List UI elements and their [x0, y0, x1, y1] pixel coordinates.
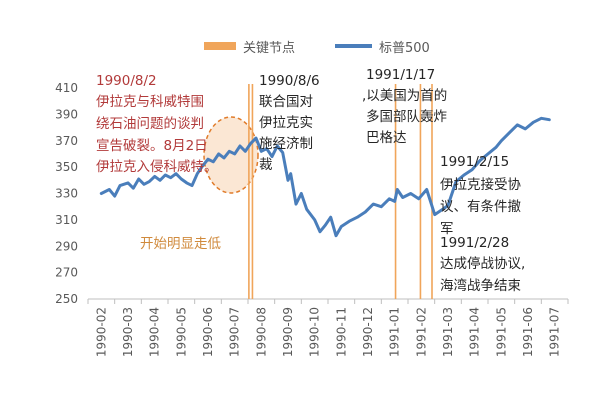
annotation-3-line-4: 巴格达	[366, 130, 407, 146]
x-tick-label: 1991-04	[468, 307, 482, 357]
legend-key-node-swatch	[204, 42, 236, 50]
y-tick-label: 270	[55, 266, 78, 280]
annotation-withdrawal: 1991/2/15 伊拉克接受协 议、有条件撤 军	[440, 154, 521, 237]
x-tick-label: 1990-09	[281, 307, 295, 357]
legend-key-node-label: 关键节点	[243, 41, 295, 56]
annotation-1-line-3: 宣告破裂。8月2日	[96, 138, 208, 154]
y-tick-label: 410	[55, 81, 78, 95]
annotation-4-line-3: 议、有条件撤	[440, 198, 521, 215]
x-tick-label: 1991-01	[388, 307, 402, 357]
x-tick-label: 1990-08	[254, 307, 268, 357]
y-tick-label: 290	[55, 239, 78, 253]
x-tick-label: 1990-02	[94, 307, 108, 357]
annotation-2-line-2: 联合国对	[259, 94, 313, 110]
y-tick-label: 370	[55, 134, 78, 148]
y-axis: 250 270 290 310 330 350 370 390 410	[55, 81, 78, 306]
annotation-3-line-2: ,以美国为首的	[362, 88, 447, 104]
annotation-1-line-1: 伊拉克与科威特围	[96, 94, 204, 110]
annotation-3-line-1: 1991/1/17	[366, 67, 435, 83]
y-tick-label: 310	[55, 213, 78, 227]
x-tick-label: 1990-05	[174, 307, 188, 357]
x-tick-label: 1991-05	[494, 307, 508, 357]
annotation-bombing: 1991/1/17 ,以美国为首的 多国部队轰炸 巴格达	[362, 67, 447, 146]
series-sp500	[99, 116, 551, 238]
annotation-5-line-1: 1991/2/28	[440, 235, 509, 251]
annotation-4-line-2: 伊拉克接受协	[440, 176, 521, 193]
annotation-decline: 开始明显走低	[140, 236, 221, 252]
annotation-1-date: 1990/8/2	[96, 73, 157, 89]
legend-sp500-label: 标普500	[379, 41, 430, 56]
series-line-sp500	[99, 116, 551, 238]
x-tick-label: 1990-12	[361, 307, 375, 357]
x-tick-label: 1991-02	[414, 307, 428, 357]
annotation-un-sanctions: 1990/8/6 联合国对 伊拉克实 施经济制 裁	[259, 73, 320, 173]
x-tick-label: 1990-06	[201, 307, 215, 357]
legend: 关键节点 标普500	[204, 41, 430, 56]
annotation-1-line-4: 伊拉克入侵科威特。	[96, 158, 218, 175]
x-axis: 1990-02 1990-03 1990-04 1990-05 1990-06 1990-…	[87, 298, 569, 357]
highlight-ellipse	[203, 116, 259, 194]
x-tick-label: 1990-03	[121, 307, 135, 357]
annotation-4-line-4: 军	[440, 221, 454, 237]
y-tick-label: 250	[55, 292, 78, 306]
annotation-2-line-4: 施经济制	[259, 136, 313, 152]
x-tick-label: 1990-10	[308, 307, 322, 357]
annotation-1-line-2: 绕石油问题的谈判	[96, 116, 204, 132]
y-tick-label: 390	[55, 107, 78, 121]
x-tick-label: 1990-07	[228, 307, 242, 357]
annotation-5-line-2: 达成停战协议,	[440, 255, 525, 272]
x-tick-label: 1991-06	[521, 307, 535, 357]
annotation-3-line-3: 多国部队轰炸	[366, 108, 447, 125]
annotation-5-line-3: 海湾战争结束	[440, 277, 521, 294]
x-tick-label: 1990-04	[148, 307, 162, 357]
annotation-2-line-1: 1990/8/6	[259, 73, 320, 89]
x-tick-label: 1990-11	[334, 307, 348, 357]
annotation-2-line-3: 伊拉克实	[259, 115, 313, 131]
key-node-lines	[248, 84, 433, 299]
annotation-iraq-invasion: 1990/8/2 伊拉克与科威特围 绕石油问题的谈判 宣告破裂。8月2日 伊拉克…	[96, 73, 218, 175]
y-tick-label: 330	[55, 187, 78, 201]
y-tick-label: 350	[55, 160, 78, 174]
annotation-4-line-1: 1991/2/15	[440, 154, 509, 170]
x-tick-label: 1991-07	[548, 307, 562, 357]
x-tick-label: 1991-03	[441, 307, 455, 357]
annotation-ceasefire: 1991/2/28 达成停战协议, 海湾战争结束	[440, 235, 525, 294]
annotation-2-line-5: 裁	[259, 157, 273, 173]
